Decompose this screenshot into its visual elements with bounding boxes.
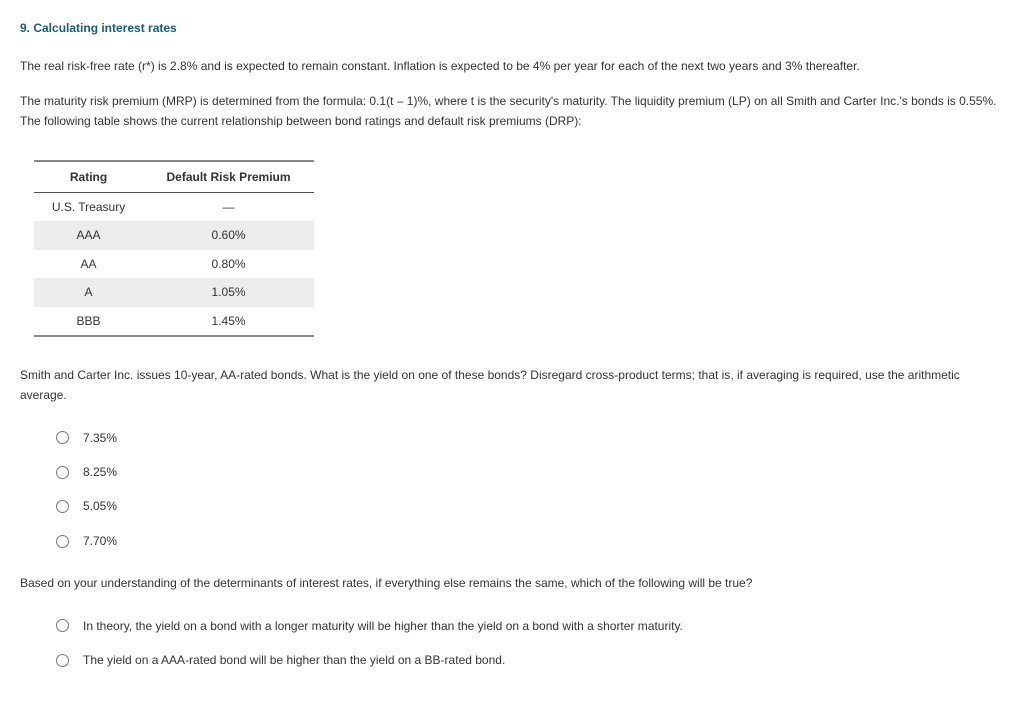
cell-drp: 1.05% [143, 278, 314, 306]
table-row: AAA 0.60% [34, 221, 314, 249]
cell-drp: 0.60% [143, 221, 314, 249]
option-row: 5.05% [56, 496, 1007, 516]
cell-rating: AA [34, 250, 143, 278]
option-label: The yield on a AAA-rated bond will be hi… [83, 650, 505, 670]
table-row: AA 0.80% [34, 250, 314, 278]
q2-radio-1[interactable] [56, 654, 69, 667]
col-rating: Rating [34, 161, 143, 193]
option-label: In theory, the yield on a bond with a lo… [83, 616, 683, 636]
paragraph-2: The maturity risk premium (MRP) is deter… [20, 91, 1007, 132]
drp-table: Rating Default Risk Premium U.S. Treasur… [34, 160, 314, 337]
option-label: 8.25% [83, 462, 117, 482]
q1-radio-2[interactable] [56, 500, 69, 513]
option-row: The yield on a AAA-rated bond will be hi… [56, 650, 1007, 670]
paragraph-1: The real risk-free rate (r*) is 2.8% and… [20, 56, 1007, 76]
cell-drp: 1.45% [143, 307, 314, 336]
q1-radio-0[interactable] [56, 431, 69, 444]
paragraph-3: Smith and Carter Inc. issues 10-year, AA… [20, 365, 1007, 406]
question-heading: 9. Calculating interest rates [20, 18, 1007, 38]
cell-rating: U.S. Treasury [34, 192, 143, 221]
cell-rating: A [34, 278, 143, 306]
drp-table-wrap: Rating Default Risk Premium U.S. Treasur… [34, 160, 1007, 337]
cell-rating: BBB [34, 307, 143, 336]
option-label: 5.05% [83, 496, 117, 516]
q2-radio-0[interactable] [56, 619, 69, 632]
q1-radio-3[interactable] [56, 535, 69, 548]
option-label: 7.35% [83, 428, 117, 448]
table-row: BBB 1.45% [34, 307, 314, 336]
q1-radio-1[interactable] [56, 466, 69, 479]
table-row: A 1.05% [34, 278, 314, 306]
paragraph-4: Based on your understanding of the deter… [20, 573, 1007, 593]
option-row: In theory, the yield on a bond with a lo… [56, 616, 1007, 636]
option-row: 7.70% [56, 531, 1007, 551]
cell-rating: AAA [34, 221, 143, 249]
option-row: 8.25% [56, 462, 1007, 482]
table-row: U.S. Treasury — [34, 192, 314, 221]
col-drp: Default Risk Premium [143, 161, 314, 193]
option-label: 7.70% [83, 531, 117, 551]
option-row: 7.35% [56, 428, 1007, 448]
cell-drp: — [143, 192, 314, 221]
q1-options: 7.35% 8.25% 5.05% 7.70% [56, 428, 1007, 552]
cell-drp: 0.80% [143, 250, 314, 278]
q2-options: In theory, the yield on a bond with a lo… [56, 616, 1007, 671]
